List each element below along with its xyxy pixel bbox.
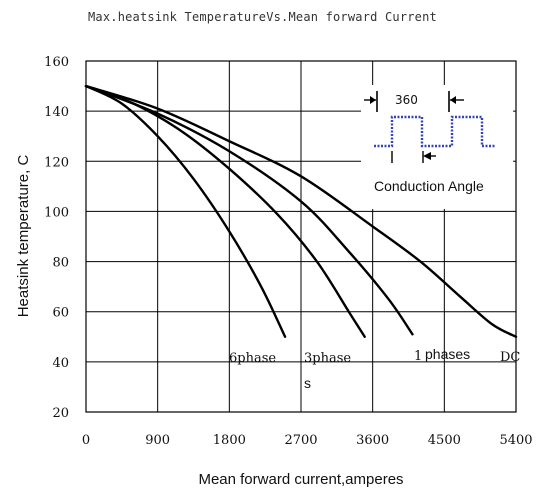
y-tick-label: 140	[44, 105, 69, 120]
x-axis-label: Mean forward current,amperes	[198, 471, 403, 488]
series-line-1	[84, 84, 287, 338]
inset-waveform	[374, 115, 496, 148]
series-label-1phase-word: phases	[425, 346, 470, 362]
y-tick-label: 80	[52, 256, 69, 271]
chart-title: Max.heatsink TemperatureVs.Mean forward …	[88, 10, 437, 24]
series-label-1phase-number: 1	[414, 349, 422, 364]
grid-group	[86, 61, 516, 412]
y-tick-label: 120	[44, 155, 69, 170]
series-label-6phase: 6phase	[229, 351, 276, 366]
tick-labels: 0 900 1800 2700 3600 4500 5400 20 40 60 80 100 120 14…	[44, 55, 532, 448]
x-tick-label: 5400	[499, 433, 532, 448]
x-tick-label: 900	[145, 433, 170, 448]
inset-left-arrowhead	[370, 96, 376, 104]
series-label-dc: DC	[500, 350, 520, 365]
x-tick-label: 1800	[213, 433, 246, 448]
series-group	[84, 84, 518, 338]
series-label-3phase: 3phase	[304, 351, 351, 366]
y-tick-label: 100	[44, 205, 69, 220]
y-axis-label: Heatsink temperature, C	[15, 155, 32, 318]
inset-caption: Conduction Angle	[374, 178, 484, 194]
y-tick-label: 40	[52, 356, 69, 371]
x-tick-label: 2700	[284, 433, 317, 448]
inset-bottom-arrowhead	[423, 152, 431, 160]
x-tick-label: 0	[82, 433, 90, 448]
inset-right-arrowhead	[450, 96, 456, 104]
inset-angle-value: 360	[395, 93, 418, 107]
y-tick-label: 60	[52, 306, 69, 321]
x-tick-label: 3600	[356, 433, 389, 448]
x-tick-label: 4500	[428, 433, 461, 448]
series-line-4	[84, 84, 518, 338]
series-line-3	[84, 84, 414, 336]
series-label-3phase-suffix: s	[304, 375, 311, 391]
y-tick-label: 20	[52, 406, 69, 421]
y-tick-label: 160	[44, 55, 69, 70]
conduction-angle-inset: 360 Conduction Angle	[361, 85, 513, 209]
